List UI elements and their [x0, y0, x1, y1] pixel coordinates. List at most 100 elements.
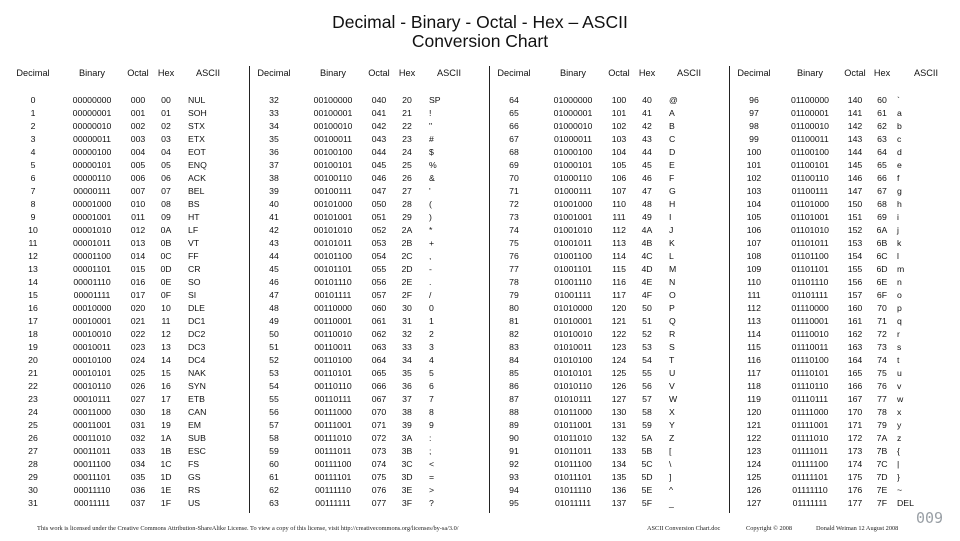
ascii-cell: ESC: [188, 446, 206, 456]
decimal-cell: 88: [509, 407, 519, 417]
column-header-binary: Binary: [796, 68, 824, 78]
ascii-cell: v: [897, 381, 902, 391]
hex-cell: 13: [161, 342, 171, 352]
ascii-cell: FF: [188, 251, 199, 261]
table-row: 22 00010110 026 16 SYN: [8, 380, 249, 393]
ascii-cell: 2: [429, 329, 434, 339]
binary-cell: 01000000: [553, 95, 593, 105]
ascii-cell: SO: [188, 277, 201, 287]
decimal-cell: 26: [28, 433, 38, 443]
octal-cell: 164: [847, 355, 863, 365]
decimal-cell: 96: [749, 95, 759, 105]
hex-cell: 45: [642, 160, 652, 170]
decimal-cell: 106: [746, 225, 762, 235]
binary-cell: 01011110: [554, 485, 592, 495]
decimal-cell: 15: [28, 290, 38, 300]
ascii-cell: (: [429, 199, 432, 209]
table-row: 104 01101000 150 68 h: [729, 198, 952, 211]
octal-cell: 101: [611, 108, 627, 118]
decimal-cell: 109: [746, 264, 762, 274]
ascii-cell: O: [669, 290, 676, 300]
ascii-cell: BS: [188, 199, 200, 209]
octal-cell: 007: [130, 186, 146, 196]
decimal-cell: 41: [269, 212, 279, 222]
hex-cell: 34: [402, 355, 412, 365]
hex-cell: 6E: [876, 277, 888, 287]
binary-cell: 00110101: [313, 368, 352, 378]
hex-cell: 3C: [401, 459, 413, 469]
ascii-cell: y: [897, 420, 902, 430]
hex-cell: 5B: [641, 446, 653, 456]
octal-cell: 123: [611, 342, 627, 352]
table-row: 3 00000011 003 03 ETX: [8, 133, 249, 146]
ascii-cell: DC1: [188, 316, 206, 326]
table-row: 41 00101001 051 29): [249, 211, 489, 224]
octal-cell: 076: [371, 485, 387, 495]
column-header-ascii: ASCII: [914, 68, 938, 78]
hex-cell: 0E: [160, 277, 172, 287]
octal-cell: 126: [611, 381, 627, 391]
binary-cell: 00010001: [72, 316, 112, 326]
octal-cell: 177: [847, 498, 863, 508]
decimal-cell: 43: [269, 238, 279, 248]
binary-cell: 00001001: [72, 212, 112, 222]
decimal-cell: 101: [746, 160, 762, 170]
column-header-octal: Octal: [608, 68, 630, 78]
decimal-cell: 87: [509, 394, 519, 404]
binary-cell: 00011110: [73, 485, 111, 495]
binary-cell: 00100011: [313, 134, 352, 144]
table-block-1: Decimal Binary Octal Hex ASCII 0 00000000 000 00…: [8, 66, 250, 513]
ascii-cell: ,: [429, 251, 432, 261]
decimal-cell: 84: [509, 355, 519, 365]
ascii-cell: $: [429, 147, 434, 157]
hex-cell: 00: [161, 95, 171, 105]
hex-cell: 0D: [160, 264, 172, 274]
ascii-cell: [: [669, 446, 672, 456]
binary-cell: 00101101: [313, 264, 352, 274]
hex-cell: 33: [402, 342, 412, 352]
octal-cell: 115: [612, 264, 626, 274]
binary-cell: 01001100: [553, 251, 592, 261]
hex-cell: 03: [161, 134, 171, 144]
table-row: 109 01101101 155 6D m: [729, 263, 952, 276]
hex-cell: 6C: [876, 251, 888, 261]
ascii-cell: &: [429, 173, 435, 183]
octal-cell: 160: [847, 303, 863, 313]
octal-cell: 034: [130, 459, 146, 469]
ascii-cell: h: [897, 199, 902, 209]
ascii-cell: SI: [188, 290, 197, 300]
binary-cell: 00110000: [313, 303, 352, 313]
ascii-cell: ACK: [188, 173, 206, 183]
table-row: 115 01110011 163 73 s: [729, 341, 952, 354]
octal-cell: 165: [847, 368, 863, 378]
binary-cell: 01100001: [790, 108, 829, 118]
binary-cell: 01011010: [553, 433, 592, 443]
table-row: 34 00100010 042 22 ": [249, 120, 489, 133]
decimal-cell: 70: [509, 173, 519, 183]
binary-cell: 00100010: [313, 121, 353, 131]
octal-cell: 122: [611, 329, 627, 339]
decimal-cell: 39: [269, 186, 279, 196]
decimal-cell: 17: [28, 316, 38, 326]
ascii-cell: \: [669, 459, 672, 469]
hex-cell: 4A: [641, 225, 653, 235]
binary-cell: 01001011: [553, 238, 592, 248]
ascii-cell: g: [897, 186, 902, 196]
binary-cell: 00100110: [313, 173, 352, 183]
column-header-octal: Octal: [127, 68, 149, 78]
hex-cell: 24: [402, 147, 412, 157]
table-row: 50 00110010 062 32 2: [249, 328, 489, 341]
ascii-cell: N: [669, 277, 676, 287]
decimal-cell: 56: [269, 407, 279, 417]
octal-cell: 070: [371, 407, 387, 417]
hex-cell: 12: [161, 329, 171, 339]
decimal-cell: 19: [28, 342, 38, 352]
binary-cell: 01111000: [791, 407, 829, 417]
hex-cell: 60: [877, 95, 887, 105]
binary-cell: 00101111: [314, 290, 352, 300]
table-row: 79 01001111 117 4F O: [489, 289, 729, 302]
ascii-cell: STX: [188, 121, 205, 131]
binary-cell: 00111000: [314, 407, 352, 417]
decimal-cell: 79: [509, 290, 519, 300]
table-row: 40 00101000 050 28 (: [249, 198, 489, 211]
